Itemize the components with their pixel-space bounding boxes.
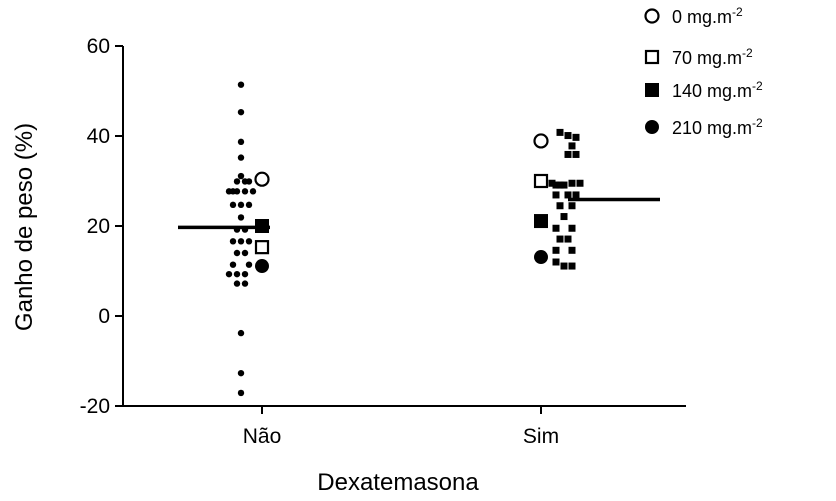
dose-marker — [534, 250, 548, 265]
data-point — [568, 142, 576, 150]
data-point — [237, 138, 245, 146]
data-point — [233, 178, 241, 185]
legend-marker — [644, 49, 660, 65]
data-point — [560, 213, 568, 221]
data-point — [552, 224, 560, 232]
data-point — [237, 389, 245, 397]
y-axis-title: Ganho de peso (%) — [11, 123, 38, 331]
data-point — [237, 172, 245, 180]
data-point — [241, 270, 249, 278]
data-point — [552, 191, 560, 199]
legend-label: 0 mg.m-2 — [672, 5, 743, 27]
data-point — [237, 329, 245, 337]
data-point — [245, 201, 253, 209]
y-tick-label: 40 — [87, 125, 110, 148]
data-point — [225, 270, 233, 278]
legend-marker — [644, 8, 660, 24]
legend-label: 70 mg.m-2 — [672, 46, 753, 68]
dose-marker — [534, 214, 548, 229]
data-point — [241, 280, 249, 287]
data-point — [229, 261, 237, 268]
legend-label: 210 mg.m-2 — [672, 116, 763, 138]
x-tick-label: Não — [243, 425, 282, 448]
data-point — [560, 181, 568, 189]
data-point — [237, 154, 245, 161]
x-axis-title: Dexatemasona — [317, 469, 479, 496]
data-point — [556, 202, 564, 210]
data-point — [245, 178, 253, 185]
legend-label: 140 mg.m-2 — [672, 79, 763, 101]
data-point — [556, 235, 564, 243]
axes: -20 0 20 40 60 Não Sim — [80, 35, 686, 448]
data-point — [233, 280, 241, 287]
data-point — [237, 238, 245, 245]
data-point — [556, 181, 564, 189]
data-point — [568, 262, 576, 270]
dose-marker — [255, 259, 269, 274]
data-point — [233, 249, 241, 257]
data-point — [237, 369, 245, 377]
data-point — [241, 188, 249, 195]
y-tick-label: -20 — [80, 395, 110, 418]
data-point — [233, 270, 241, 278]
data-point — [564, 191, 572, 199]
data-point — [548, 179, 556, 187]
data-point — [552, 258, 560, 266]
data-point — [564, 132, 572, 140]
dose-marker — [254, 171, 270, 187]
data-point — [568, 246, 576, 254]
data-point — [233, 188, 241, 195]
data-point — [564, 235, 572, 243]
data-point — [572, 150, 580, 158]
data-point — [237, 214, 245, 221]
chart-marks — [178, 81, 660, 397]
data-point — [568, 202, 576, 210]
legend-marker — [645, 83, 659, 97]
data-point — [572, 133, 580, 141]
y-tick-label: 60 — [87, 35, 110, 58]
x-tick-label: Sim — [523, 425, 559, 448]
data-point — [552, 181, 560, 189]
dose-marker — [533, 133, 549, 149]
data-point — [229, 238, 237, 245]
data-point — [229, 201, 237, 209]
dose-marker — [254, 240, 270, 255]
data-point — [237, 201, 245, 209]
data-point — [576, 179, 584, 187]
data-point — [568, 224, 576, 232]
data-point — [556, 128, 564, 136]
dose-marker — [255, 219, 269, 233]
data-point — [237, 108, 245, 116]
data-point — [572, 191, 580, 199]
data-point — [241, 249, 249, 257]
data-point — [568, 179, 576, 187]
data-point — [249, 188, 257, 195]
data-point — [245, 238, 253, 245]
data-point — [560, 262, 568, 270]
legend-marker — [645, 120, 659, 134]
data-point — [552, 246, 560, 254]
dose-marker — [533, 173, 549, 189]
legend: 0 mg.m-2 70 mg.m-2 140 mg.m-2 210 mg.m-2 — [644, 5, 763, 138]
y-tick-label: 0 — [98, 305, 110, 328]
data-point — [237, 81, 245, 88]
data-point — [245, 261, 253, 268]
y-tick-label: 20 — [87, 215, 110, 238]
data-point — [564, 150, 572, 158]
